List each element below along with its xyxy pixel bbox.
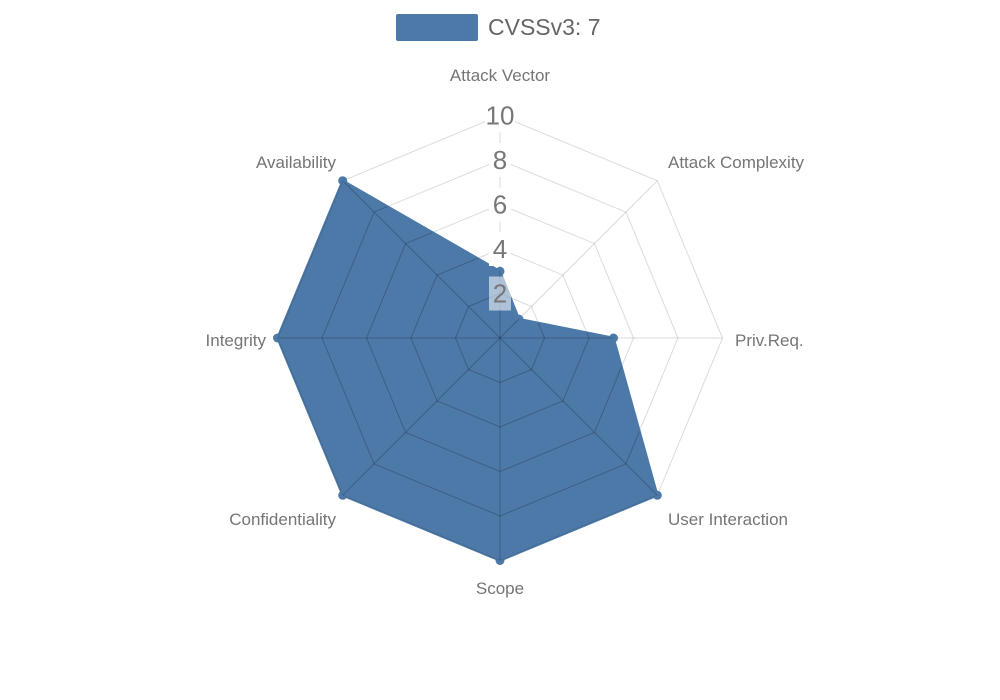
data-point-confidentiality <box>338 490 348 500</box>
radial-tick-2: 2 <box>493 279 507 309</box>
data-point-integrity <box>273 333 282 343</box>
tick-box-4 <box>489 232 511 266</box>
legend-swatch <box>396 14 478 41</box>
radial-tick-8: 8 <box>493 145 507 175</box>
axis-label-attack-complexity: Attack Complexity <box>668 153 805 172</box>
axis-label-confidentiality: Confidentiality <box>229 510 336 529</box>
data-point-attack-vector <box>495 266 505 276</box>
axis-label-attack-vector: Attack Vector <box>450 66 550 85</box>
series-vertex-markers <box>273 176 662 565</box>
data-point-priv-req- <box>609 333 618 343</box>
radial-tick-4: 4 <box>493 234 507 264</box>
radial-tick-labels: 10 8 6 4 2 <box>485 98 515 311</box>
tick-box-8 <box>489 143 511 177</box>
radial-tick-10: 10 <box>486 101 515 131</box>
tick-box-2 <box>489 276 511 311</box>
tick-box-6 <box>489 187 511 222</box>
axis-label-availability: Availability <box>256 153 337 172</box>
axis-labels: Attack Vector Attack Complexity Priv.Req. U… <box>206 66 805 598</box>
data-point-attack-complexity <box>514 314 524 324</box>
axis-label-scope: Scope <box>476 579 524 598</box>
tick-box-10 <box>485 98 515 133</box>
legend-label: CVSSv3: 7 <box>488 14 601 40</box>
radial-tick-6: 6 <box>493 190 507 220</box>
axis-label-integrity: Integrity <box>206 331 267 350</box>
axis-label-priv-req-: Priv.Req. <box>735 331 804 350</box>
data-point-user-interaction <box>652 490 662 500</box>
legend-item-cvssv3[interactable]: CVSSv3: 7 <box>396 14 601 41</box>
data-point-availability <box>338 176 348 186</box>
axis-label-user-interaction: User Interaction <box>668 510 788 529</box>
data-point-scope <box>495 556 505 565</box>
